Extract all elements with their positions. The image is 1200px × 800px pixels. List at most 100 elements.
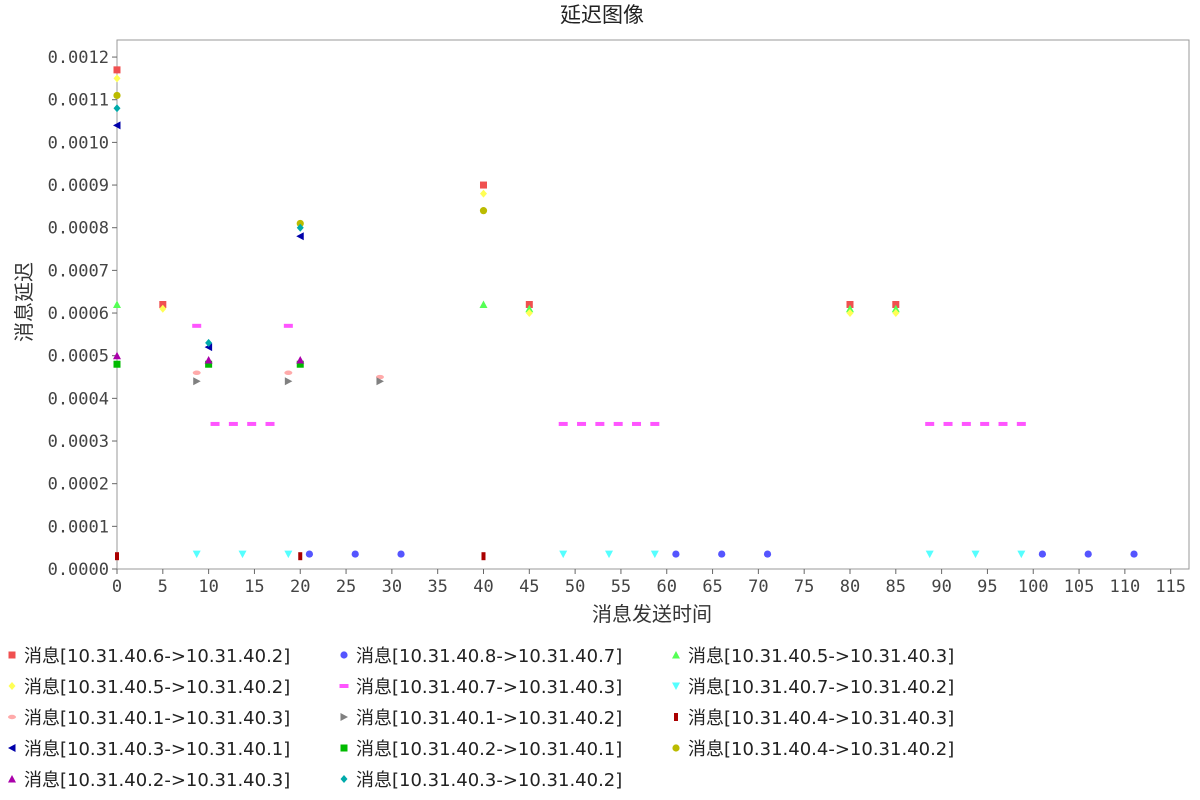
x-tick-label: 105 [1064,577,1095,597]
x-tick-label: 60 [657,577,677,597]
legend-label: 消息[10.31.40.2->10.31.40.1] [356,738,623,760]
series-7 [193,377,384,386]
legend-row: 消息[10.31.40.3->10.31.40.1] 消息[10.31.40.2-… [6,732,1196,763]
data-point [238,550,247,559]
series-10 [113,360,304,368]
y-tick-label: 0.0005 [48,347,109,367]
data-point [672,550,680,558]
x-tick-label: 40 [473,577,493,597]
data-point [192,550,201,559]
y-tick-label: 0.0012 [48,48,109,68]
data-point [296,219,304,228]
data-point [479,181,487,189]
data-point [559,550,568,559]
data-point [1017,550,1026,559]
legend-label: 消息[10.31.40.5->10.31.40.2] [24,676,291,698]
data-point [205,360,213,368]
data-point [113,91,121,100]
legend-item: 消息[10.31.40.7->10.31.40.2] [670,670,1002,701]
x-tick-label: 100 [1018,577,1049,597]
x-tick-label: 0 [112,577,122,597]
data-point [925,421,935,426]
data-point [159,304,167,313]
legend-item: 消息[10.31.40.6->10.31.40.2] [6,639,338,670]
legend-marker-icon [8,774,16,782]
legend-label: 消息[10.31.40.2->10.31.40.3] [24,769,291,791]
data-point [980,421,990,426]
series-0 [113,66,900,308]
y-tick-label: 0.0006 [48,304,109,324]
legend-label: 消息[10.31.40.3->10.31.40.1] [24,738,291,760]
legend-marker [672,682,680,690]
series-13 [113,104,304,347]
y-tick-label: 0.0007 [48,261,109,281]
data-point [892,301,900,308]
legend-marker-icon [672,743,680,752]
data-point [558,421,568,426]
data-point [193,377,201,386]
legend-marker [674,712,678,721]
legend-label: 消息[10.31.40.1->10.31.40.3] [24,707,291,729]
legend-marker-icon [340,650,348,659]
legend-item: 消息[10.31.40.8->10.31.40.7] [338,639,670,670]
x-tick-label: 80 [840,577,860,597]
legend-label: 消息[10.31.40.7->10.31.40.3] [356,676,623,698]
data-point [298,552,303,561]
legend-marker-icon [340,744,348,751]
data-point [113,66,121,74]
legend-marker [672,650,680,658]
data-point [479,189,487,198]
data-point [351,550,359,558]
legend-marker-icon [8,714,16,719]
series-9 [113,121,304,352]
data-point [943,421,953,426]
chart-points [113,66,1138,561]
data-point [113,104,121,113]
data-point [613,421,623,426]
data-point [113,300,121,308]
data-point [525,301,533,308]
data-point [650,550,659,559]
y-tick-label: 0.0000 [48,560,109,580]
data-point [846,309,854,318]
data-point [204,355,213,364]
legend-label: 消息[10.31.40.3->10.31.40.2] [356,769,623,791]
legend-marker-icon [8,743,16,752]
series-12 [113,351,305,364]
data-point [296,232,304,241]
x-tick-label: 95 [977,577,997,597]
chart-legend: 消息[10.31.40.6->10.31.40.2] 消息[10.31.40.8-… [6,639,1196,794]
legend-row: 消息[10.31.40.5->10.31.40.2] 消息[10.31.40.7-… [6,670,1196,701]
legend-marker-icon [8,681,16,690]
x-tick-label: 45 [519,577,539,597]
x-tick-label: 115 [1155,577,1186,597]
series-3 [113,74,900,318]
x-tick-label: 65 [702,577,722,597]
data-point [971,550,980,559]
x-tick-label: 15 [244,577,264,597]
legend-item: 消息[10.31.40.1->10.31.40.3] [6,701,338,732]
data-point [1016,421,1026,426]
series-6 [192,370,384,380]
data-point [577,421,587,426]
data-point [845,304,854,313]
data-point [397,550,405,558]
data-point [892,309,900,318]
legend-marker [340,650,348,659]
data-point [961,421,971,426]
legend-marker [339,683,349,688]
series-5 [192,550,1026,559]
data-point [204,343,213,352]
legend-item: 消息[10.31.40.4->10.31.40.3] [670,701,1002,732]
legend-marker-icon [672,650,680,658]
legend-label: 消息[10.31.40.1->10.31.40.2] [356,707,623,729]
legend-item: 消息[10.31.40.4->10.31.40.2] [670,732,1002,763]
chart-title: 延迟图像 [560,3,644,27]
legend-item: 消息[10.31.40.2->10.31.40.3] [6,763,338,794]
data-point [113,351,121,360]
x-tick-label: 50 [565,577,585,597]
legend-row: 消息[10.31.40.1->10.31.40.3] 消息[10.31.40.1-… [6,701,1196,732]
legend-marker [340,712,348,721]
data-point [891,304,900,313]
x-tick-label: 85 [886,577,906,597]
